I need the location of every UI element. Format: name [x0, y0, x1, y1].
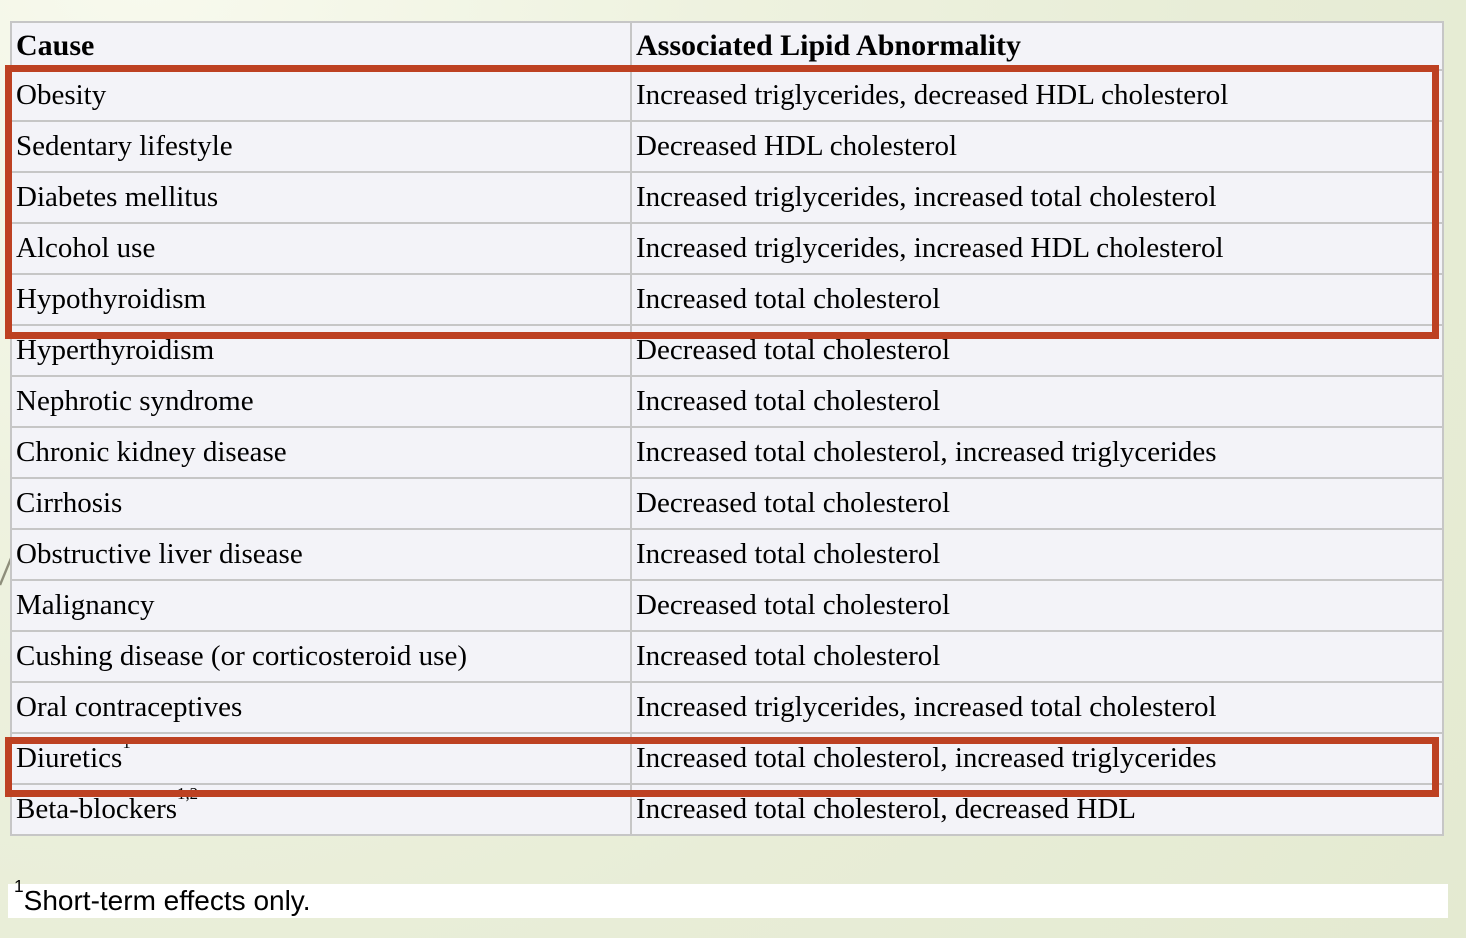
abnormality-cell: Increased total cholesterol [630, 375, 1444, 428]
cause-cell: Malignancy [10, 579, 632, 632]
table-row: Obstructive liver disease Increased tota… [10, 528, 1444, 581]
footnote-marker: 1,2 [177, 784, 199, 804]
cause-text: Cirrhosis [16, 487, 123, 520]
abnormality-cell: Increased total cholesterol, increased t… [630, 426, 1444, 479]
table-row: Alcohol use Increased triglycerides, inc… [10, 222, 1444, 275]
abnormality-cell: Increased total cholesterol [630, 273, 1444, 326]
table-row: Hypothyroidism Increased total cholester… [10, 273, 1444, 326]
table-row: Nephrotic syndrome Increased total chole… [10, 375, 1444, 428]
cause-cell: Hyperthyroidism [10, 324, 632, 377]
abnormality-cell: Increased triglycerides, increased HDL c… [630, 222, 1444, 275]
cause-cell: Hypothyroidism [10, 273, 632, 326]
abnormality-cell: Increased triglycerides, increased total… [630, 681, 1444, 734]
cause-text: Hypothyroidism [16, 283, 207, 316]
footnote-marker: 1 [122, 733, 131, 753]
abnormality-cell: Increased total cholesterol [630, 528, 1444, 581]
cause-text: Sedentary lifestyle [16, 130, 233, 163]
abnormality-cell: Decreased total cholesterol [630, 324, 1444, 377]
cause-text: Malignancy [16, 589, 155, 622]
abnormality-cell: Increased total cholesterol [630, 630, 1444, 683]
table-row: Oral contraceptives Increased triglyceri… [10, 681, 1444, 734]
lipid-abnormality-table: Cause Associated Lipid Abnormality Obesi… [10, 21, 1444, 836]
table-row: Diuretics1 Increased total cholesterol, … [10, 732, 1444, 785]
column-header-cause: Cause [10, 21, 632, 71]
abnormality-cell: Decreased total cholesterol [630, 477, 1444, 530]
cause-cell: Chronic kidney disease [10, 426, 632, 479]
cause-text: Nephrotic syndrome [16, 385, 254, 418]
abnormality-cell: Decreased total cholesterol [630, 579, 1444, 632]
abnormality-cell: Increased triglycerides, decreased HDL c… [630, 69, 1444, 122]
footnote-superscript: 1 [14, 875, 24, 896]
cause-text: Diabetes mellitus [16, 181, 219, 214]
abnormality-cell: Increased total cholesterol, increased t… [630, 732, 1444, 785]
cause-cell: Sedentary lifestyle [10, 120, 632, 173]
cause-text: Obstructive liver disease [16, 538, 303, 571]
cause-cell: Oral contraceptives [10, 681, 632, 734]
cause-text: Beta-blockers [16, 793, 178, 826]
cause-cell: Cirrhosis [10, 477, 632, 530]
footnote-band: 1Short-term effects only. [8, 877, 1448, 918]
cause-text: Cushing disease (or corticosteroid use) [16, 640, 468, 673]
cause-text: Diuretics [16, 742, 123, 775]
cause-text: Hyperthyroidism [16, 334, 215, 367]
table-row: Cushing disease (or corticosteroid use) … [10, 630, 1444, 683]
cause-cell: Diuretics1 [10, 732, 632, 785]
table-row: Obesity Increased triglycerides, decreas… [10, 69, 1444, 122]
cause-text: Alcohol use [16, 232, 156, 265]
cause-cell: Alcohol use [10, 222, 632, 275]
cause-cell: Obesity [10, 69, 632, 122]
abnormality-cell: Increased total cholesterol, decreased H… [630, 783, 1444, 836]
table-row: Diabetes mellitus Increased triglyceride… [10, 171, 1444, 224]
cause-cell: Beta-blockers1,2 [10, 783, 632, 836]
cause-text: Chronic kidney disease [16, 436, 287, 469]
abnormality-cell: Increased triglycerides, increased total… [630, 171, 1444, 224]
table-row: Sedentary lifestyle Decreased HDL choles… [10, 120, 1444, 173]
cause-cell: Obstructive liver disease [10, 528, 632, 581]
cause-text: Obesity [16, 79, 107, 112]
table-row: Beta-blockers1,2 Increased total cholest… [10, 783, 1444, 836]
footnote-text: Short-term effects only. [23, 885, 311, 916]
table-row: Hyperthyroidism Decreased total choleste… [10, 324, 1444, 377]
cause-text: Oral contraceptives [16, 691, 243, 724]
cause-cell: Diabetes mellitus [10, 171, 632, 224]
column-header-abnormality: Associated Lipid Abnormality [630, 21, 1444, 71]
table-row: Malignancy Decreased total cholesterol [10, 579, 1444, 632]
table-row: Chronic kidney disease Increased total c… [10, 426, 1444, 479]
table-header-row: Cause Associated Lipid Abnormality [10, 21, 1444, 71]
abnormality-cell: Decreased HDL cholesterol [630, 120, 1444, 173]
cause-cell: Cushing disease (or corticosteroid use) [10, 630, 632, 683]
table-row: Cirrhosis Decreased total cholesterol [10, 477, 1444, 530]
cause-cell: Nephrotic syndrome [10, 375, 632, 428]
